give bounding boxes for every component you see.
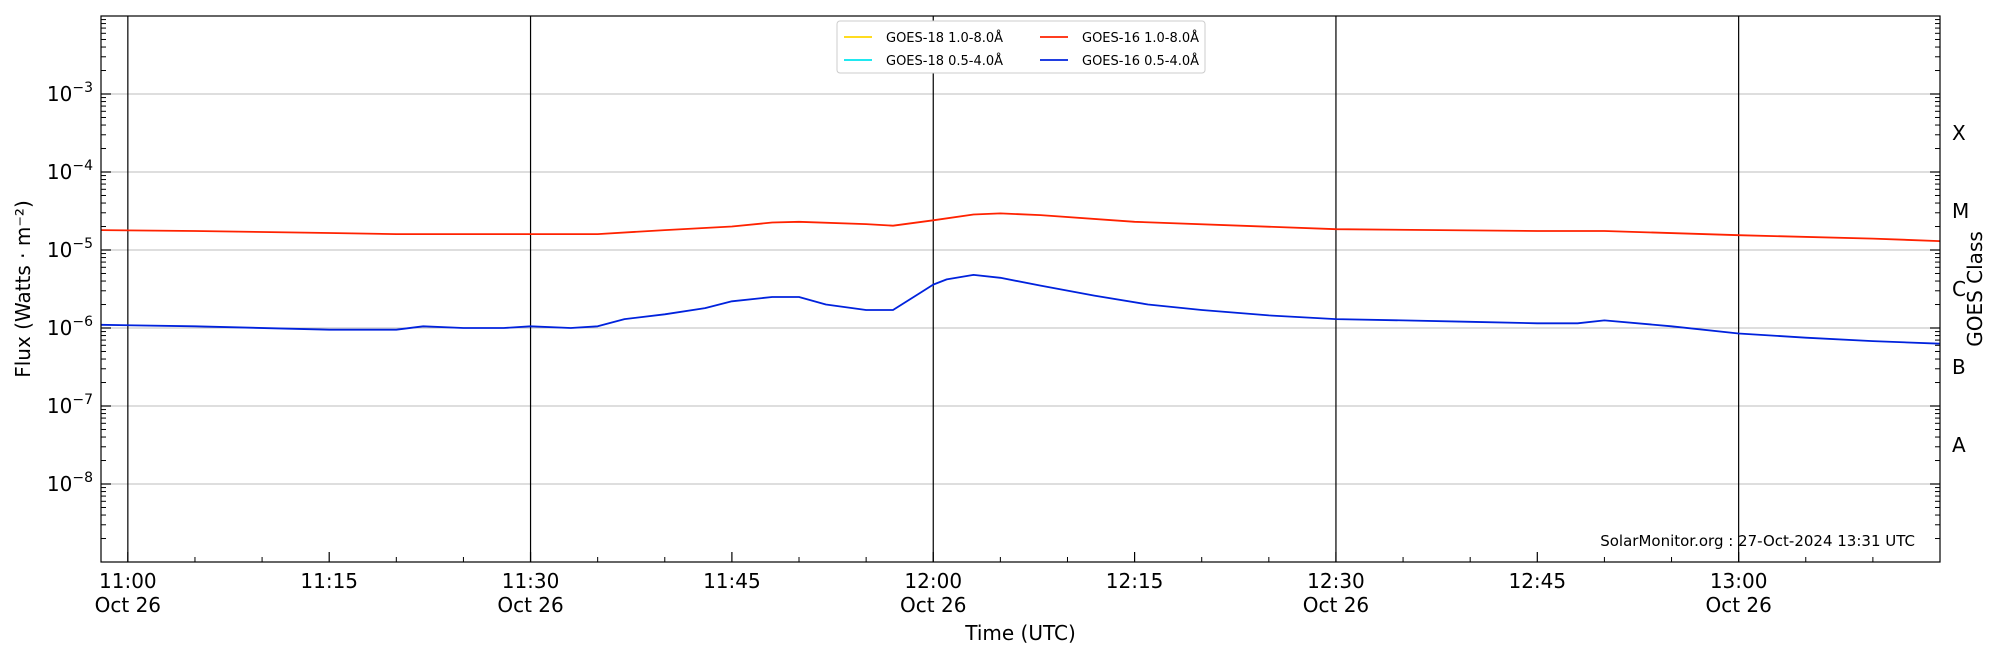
minor-ticks: [101, 19, 1940, 540]
x-tick-label: 12:30: [1307, 569, 1365, 593]
x-tick-label: 11:45: [703, 569, 761, 593]
y-tick-label-exponent: −3: [72, 80, 93, 96]
y-tick-label-exponent: −5: [72, 236, 93, 252]
y-tick-label: 10−5: [47, 236, 93, 262]
x-tick-label: 12:45: [1508, 569, 1566, 593]
goes-class-label: B: [1952, 355, 1966, 379]
x-tick-date-label: Oct 26: [1303, 593, 1369, 617]
goes-class-axis-title: GOES Class: [1963, 231, 1987, 347]
day-marker-lines: [127, 16, 1740, 562]
x-tick-date-label: Oct 26: [1705, 593, 1771, 617]
y-tick-label-exponent: −6: [72, 314, 93, 330]
goes-class-label: C: [1952, 277, 1966, 301]
legend-box: [836, 20, 1206, 74]
goes-class-labels: X M C B A: [1952, 121, 1969, 457]
x-tick-label: 11:30: [502, 569, 560, 593]
grid-lines: [101, 93, 1940, 485]
legend-label: GOES-18 0.5-4.0Å: [886, 53, 1003, 69]
y-axis-title: Flux (Watts · m⁻²): [11, 200, 35, 378]
x-tick-label: 12:15: [1106, 569, 1164, 593]
series-line: [100, 212, 1941, 242]
x-tick-label: 13:00: [1710, 569, 1768, 593]
x-tick-label: 11:00: [99, 569, 157, 593]
series-lines: [100, 212, 1941, 345]
legend: GOES-18 1.0-8.0Å GOES-18 0.5-4.0Å GOES-16 …: [836, 20, 1206, 74]
legend-label: GOES-16 0.5-4.0Å: [1082, 53, 1199, 69]
x-tick-date-label: Oct 26: [95, 593, 161, 617]
goes-class-label: M: [1952, 199, 1969, 223]
y-tick-label-base: 10: [47, 82, 72, 106]
legend-label: GOES-16 1.0-8.0Å: [1082, 30, 1199, 46]
y-axis-ticks: 10−310−410−510−610−710−8: [47, 80, 1940, 496]
y-tick-label-base: 10: [47, 160, 72, 184]
x-axis-title: Time (UTC): [964, 621, 1076, 645]
series-line: [100, 273, 1941, 345]
y-tick-label: 10−6: [47, 314, 93, 340]
y-tick-label-exponent: −7: [72, 392, 93, 408]
y-tick-label-base: 10: [47, 238, 72, 262]
y-tick-label: 10−8: [47, 470, 93, 496]
x-tick-date-label: Oct 26: [497, 593, 563, 617]
y-tick-label-exponent: −8: [72, 470, 93, 486]
y-tick-label-base: 10: [47, 472, 72, 496]
y-tick-label-base: 10: [47, 316, 72, 340]
plot-frame: [100, 15, 1941, 563]
y-tick-label: 10−3: [47, 80, 93, 106]
x-tick-label: 11:15: [300, 569, 358, 593]
y-tick-label-base: 10: [47, 394, 72, 418]
goes-class-label: X: [1952, 121, 1966, 145]
source-watermark: SolarMonitor.org : 27-Oct-2024 13:31 UTC: [1600, 532, 1915, 550]
y-tick-label: 10−4: [47, 158, 93, 184]
y-tick-label: 10−7: [47, 392, 93, 418]
x-tick-label: 12:00: [904, 569, 962, 593]
goes-class-label: A: [1952, 433, 1966, 457]
legend-label: GOES-18 1.0-8.0Å: [886, 30, 1003, 46]
x-tick-date-label: Oct 26: [900, 593, 966, 617]
y-tick-label-exponent: −4: [72, 158, 93, 174]
